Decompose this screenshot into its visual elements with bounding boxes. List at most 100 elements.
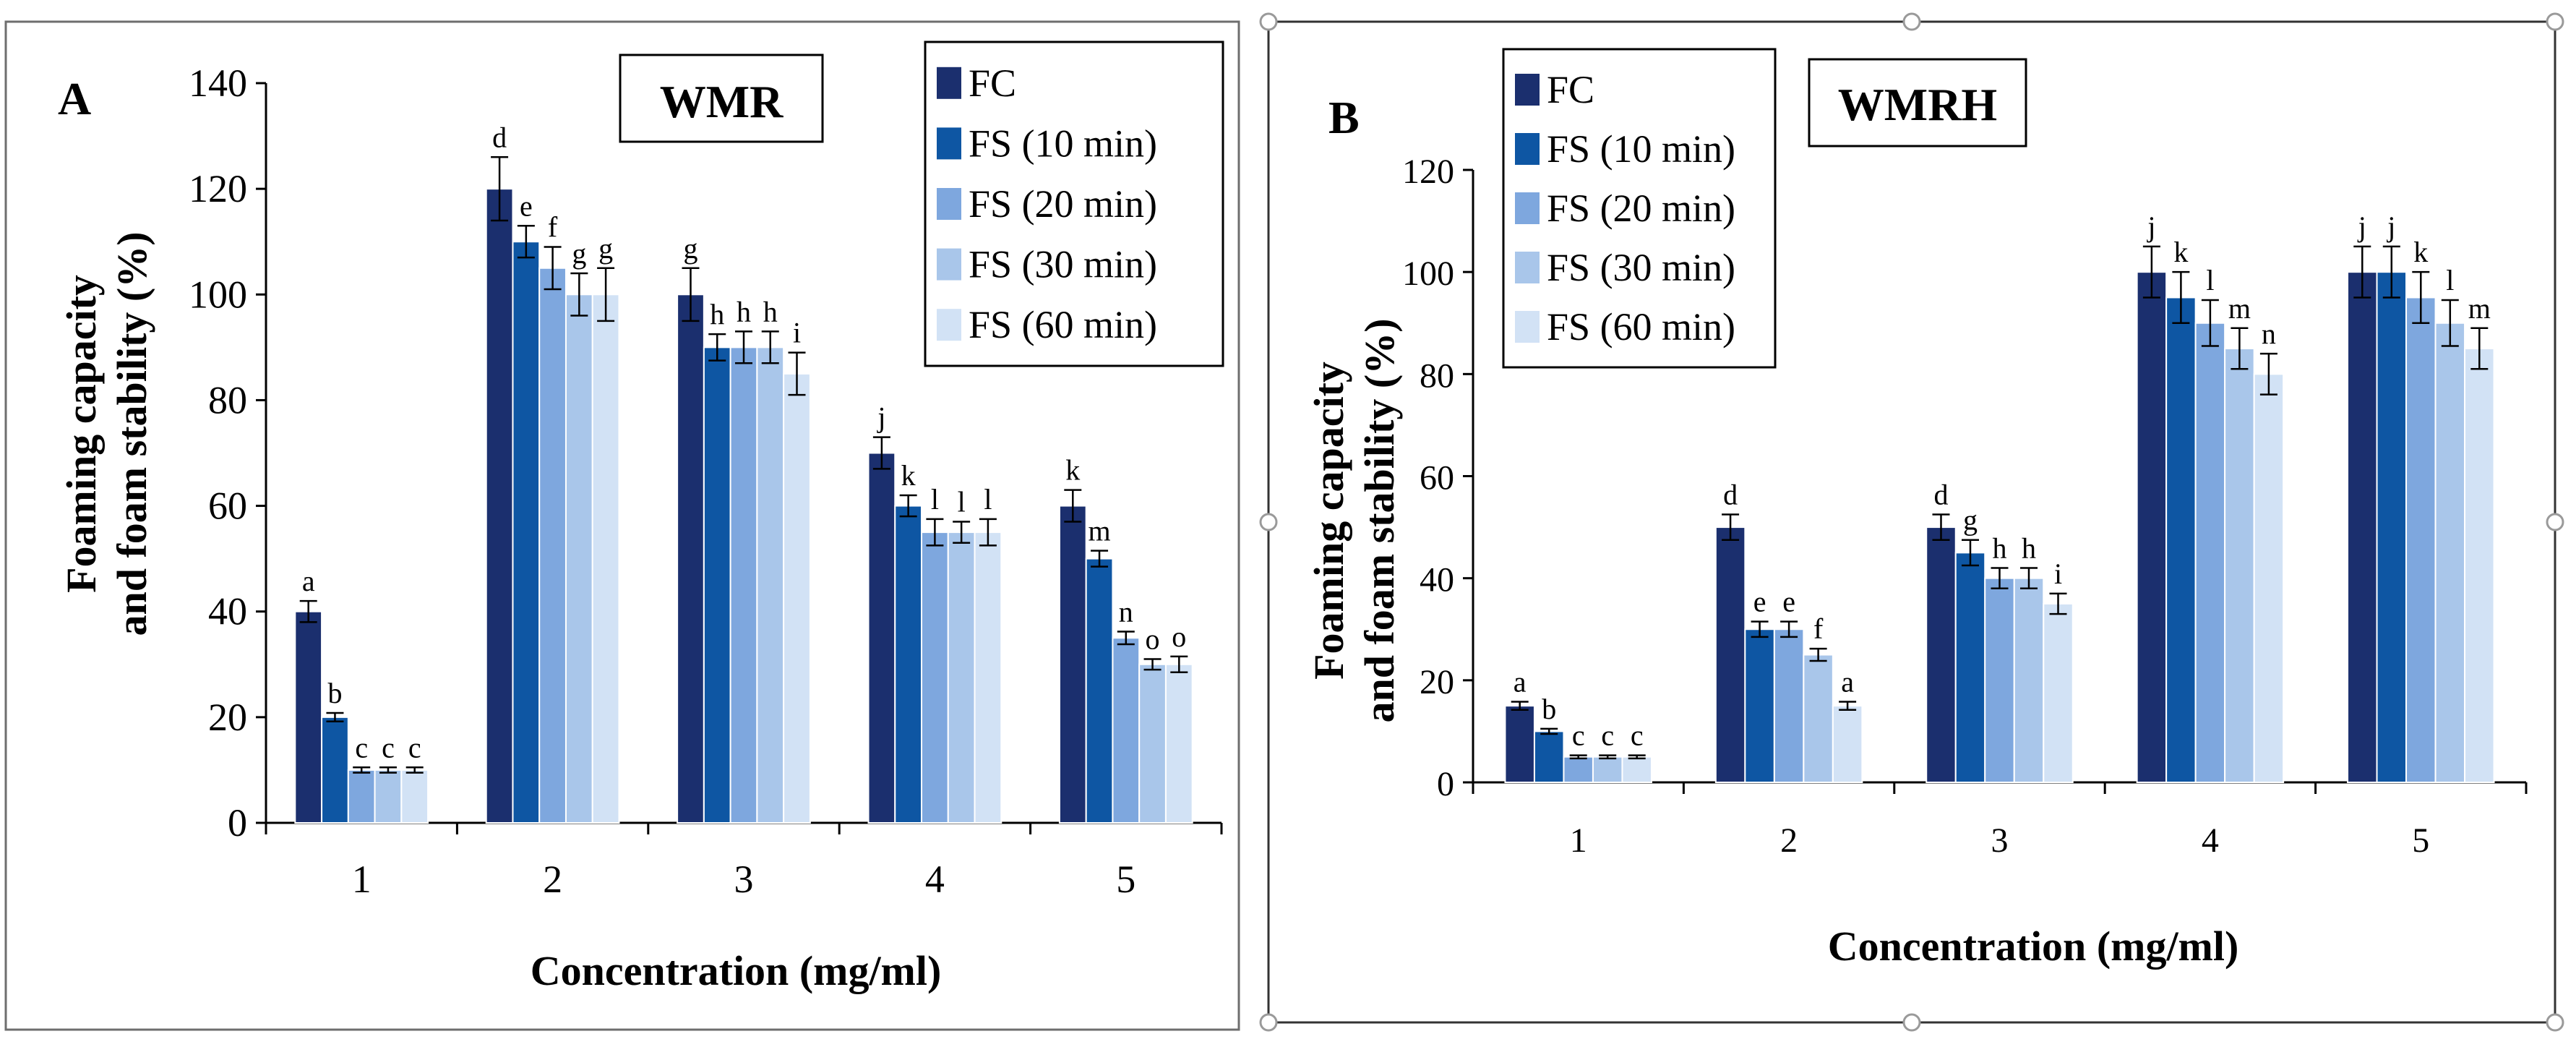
bar: [783, 372, 811, 824]
significance-letter: j: [876, 401, 885, 434]
significance-letter: c: [408, 731, 421, 764]
legend-label: FC: [1547, 68, 1594, 111]
y-tick-label: 100: [189, 273, 247, 316]
y-tick-label: 40: [208, 590, 247, 633]
bar: [1533, 730, 1565, 784]
legend-swatch: [937, 67, 961, 99]
bar: [1984, 577, 2015, 784]
significance-letter: i: [2054, 557, 2062, 590]
legend-swatch: [937, 188, 961, 220]
bar: [1085, 557, 1114, 824]
y-tick-label: 0: [228, 801, 247, 845]
significance-letter: g: [683, 232, 697, 265]
bar: [974, 531, 1003, 824]
significance-letter: h: [710, 298, 724, 330]
bar: [2043, 602, 2074, 783]
y-tick-label: 20: [1420, 663, 1454, 701]
significance-letter: h: [1993, 532, 2007, 565]
panel-a-title-box: [619, 54, 824, 143]
bar: [512, 241, 541, 824]
significance-letter: l: [2446, 264, 2454, 296]
bar: [1621, 756, 1652, 784]
panel-b-y-label-line2: and foam stability (%): [1356, 318, 1403, 722]
y-tick-label: 20: [208, 696, 247, 739]
significance-letter: c: [355, 731, 368, 764]
legend-swatch: [937, 309, 961, 341]
bar: [1925, 526, 1957, 783]
panel-a-y-label-line1: Foaming capacity: [58, 275, 105, 593]
bar: [2136, 271, 2168, 783]
significance-letter: c: [382, 731, 395, 764]
significance-letter: l: [984, 483, 992, 516]
x-tick-label: 4: [925, 858, 945, 901]
bar: [947, 531, 976, 824]
bar: [1803, 654, 1834, 784]
y-tick-label: 100: [1402, 255, 1454, 293]
significance-letter: l: [2206, 264, 2214, 296]
panel-b-title-box: [1808, 58, 2027, 148]
x-tick-label: 2: [543, 858, 562, 901]
significance-letter: c: [1631, 719, 1644, 752]
bar: [294, 610, 323, 824]
significance-letter: j: [2357, 210, 2366, 243]
bar: [1164, 663, 1193, 824]
significance-letter: a: [302, 565, 315, 597]
significance-letter: l: [931, 483, 939, 516]
panel-b-title: WMRH: [1838, 79, 1997, 130]
legend-swatch: [1515, 192, 1540, 224]
bar: [894, 505, 923, 824]
significance-letter: g: [572, 237, 586, 270]
legend-label: FC: [969, 61, 1016, 105]
bar: [1112, 637, 1141, 824]
legend-label: FS (10 min): [1547, 127, 1735, 171]
panel-b: B WMRH Foaming capacity and foam stabili…: [1259, 12, 2564, 1032]
bar: [1714, 526, 1746, 783]
x-tick-label: 1: [352, 858, 372, 901]
y-tick-label: 80: [1420, 356, 1454, 395]
panel-a-x-axis-label: Concentration (mg/ml): [531, 947, 942, 994]
bar: [400, 769, 429, 824]
legend-label: FS (10 min): [969, 121, 1157, 165]
significance-letter: h: [2022, 532, 2036, 565]
significance-letter: f: [548, 211, 558, 244]
legend-swatch: [1515, 133, 1540, 165]
significance-letter: e: [520, 189, 533, 222]
bar: [2224, 348, 2255, 783]
significance-letter: b: [327, 677, 342, 709]
legend-swatch: [1515, 252, 1540, 283]
bar: [2405, 296, 2437, 784]
x-tick-label: 5: [2412, 821, 2429, 860]
bar: [2165, 296, 2197, 784]
significance-letter: j: [2146, 210, 2155, 243]
significance-letter: m: [1088, 515, 1110, 547]
significance-letter: o: [1146, 623, 1160, 655]
bar: [1563, 756, 1594, 784]
legend-swatch: [937, 248, 961, 281]
y-tick-label: 140: [189, 61, 247, 105]
significance-letter: m: [2228, 292, 2251, 325]
selection-handle: [2546, 1013, 2564, 1032]
bar: [591, 294, 620, 824]
significance-letter: e: [1782, 586, 1795, 618]
bar: [2347, 271, 2378, 783]
bar: [729, 346, 758, 824]
x-tick-label: 2: [1780, 821, 1798, 860]
bar: [1592, 756, 1623, 784]
x-tick-label: 3: [1991, 821, 2009, 860]
significance-letter: i: [793, 317, 801, 349]
x-tick-label: 5: [1116, 858, 1135, 901]
significance-letter: n: [1119, 595, 1133, 628]
bar: [564, 294, 593, 824]
significance-letter: d: [1723, 478, 1738, 510]
legend-label: FS (30 min): [1547, 246, 1735, 289]
bar: [756, 346, 785, 824]
bar: [1954, 552, 1986, 783]
panel-b-selection-handles: [1259, 12, 2564, 1032]
significance-letter: g: [1963, 504, 1978, 537]
significance-letter: n: [2262, 317, 2276, 350]
bar: [921, 531, 949, 824]
y-tick-label: 0: [1437, 765, 1454, 803]
bar: [1744, 628, 1775, 783]
y-tick-label: 80: [208, 378, 247, 422]
